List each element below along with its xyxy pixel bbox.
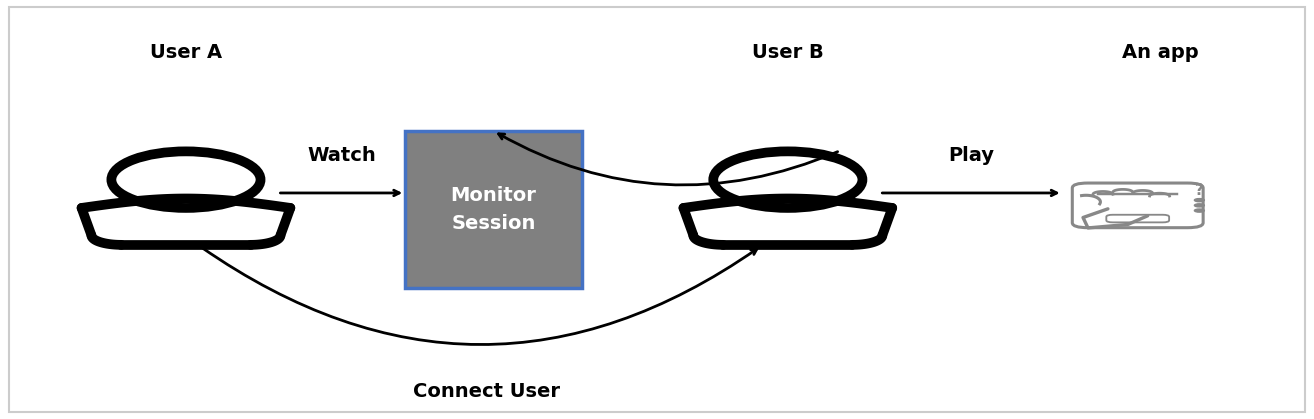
Circle shape (1194, 204, 1205, 207)
Text: User B: User B (752, 43, 824, 62)
Text: An app: An app (1122, 43, 1200, 62)
Circle shape (1194, 209, 1205, 212)
FancyBboxPatch shape (405, 131, 582, 288)
Text: Monitor
Session: Monitor Session (451, 186, 536, 233)
Text: User A: User A (150, 43, 222, 62)
Text: Play: Play (947, 146, 993, 165)
Text: Connect User: Connect User (414, 382, 560, 401)
Circle shape (1194, 199, 1205, 202)
Text: ?: ? (1194, 183, 1204, 198)
Text: Watch: Watch (307, 146, 376, 165)
